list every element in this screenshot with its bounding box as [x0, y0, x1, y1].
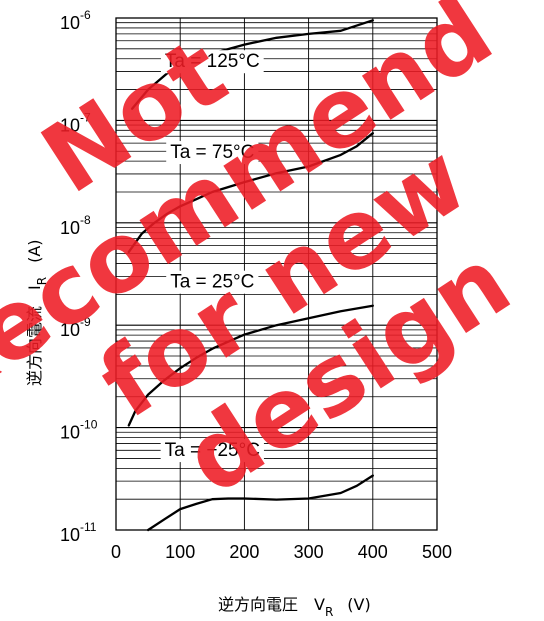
x-tick-label: 400 — [358, 542, 388, 562]
series-label-bg-0 — [160, 50, 264, 74]
series-label-bg-3 — [160, 439, 264, 463]
series-label-2: Ta = 25°C — [170, 272, 254, 293]
y-tick-label: 10-10 — [60, 418, 98, 443]
x-tick-label: 100 — [165, 542, 195, 562]
series-line-3 — [146, 474, 374, 532]
y-tick-label: 10-6 — [60, 8, 91, 33]
series-label-1: Ta = 75°C — [170, 142, 254, 163]
x-axis-label: 逆方向電圧 VR (V) — [218, 595, 371, 619]
series-line-2 — [127, 304, 374, 427]
x-tick-label: 200 — [229, 542, 259, 562]
series-label-bg-1 — [166, 141, 259, 165]
series-line-1 — [127, 132, 374, 254]
grid-lines — [116, 18, 437, 531]
y-tick-label: 10-7 — [60, 110, 91, 135]
x-tick-labels: 0 100 200 300 400 500 — [111, 542, 452, 562]
y-tick-label: 10-9 — [60, 315, 91, 340]
series-curves: Ta = 125°C Ta = 75°C Ta = 25°C Ta = −25°C — [127, 19, 374, 532]
y-axis-label: 逆方向電流 IR(A) — [25, 239, 49, 386]
x-tick-label: 300 — [294, 542, 324, 562]
series-label-0: Ta = 125°C — [165, 51, 260, 72]
y-tick-labels: 10-6 10-7 10-8 10-9 10-10 10-11 — [60, 8, 98, 545]
y-tick-label: 10-11 — [60, 520, 97, 545]
y-tick-label: 10-8 — [60, 213, 91, 238]
x-tick-label: 0 — [111, 542, 121, 562]
series-label-bg-2 — [166, 270, 259, 294]
plot-frame — [115, 17, 438, 531]
series-label-3: Ta = −25°C — [165, 440, 260, 461]
x-tick-label: 500 — [422, 542, 452, 562]
